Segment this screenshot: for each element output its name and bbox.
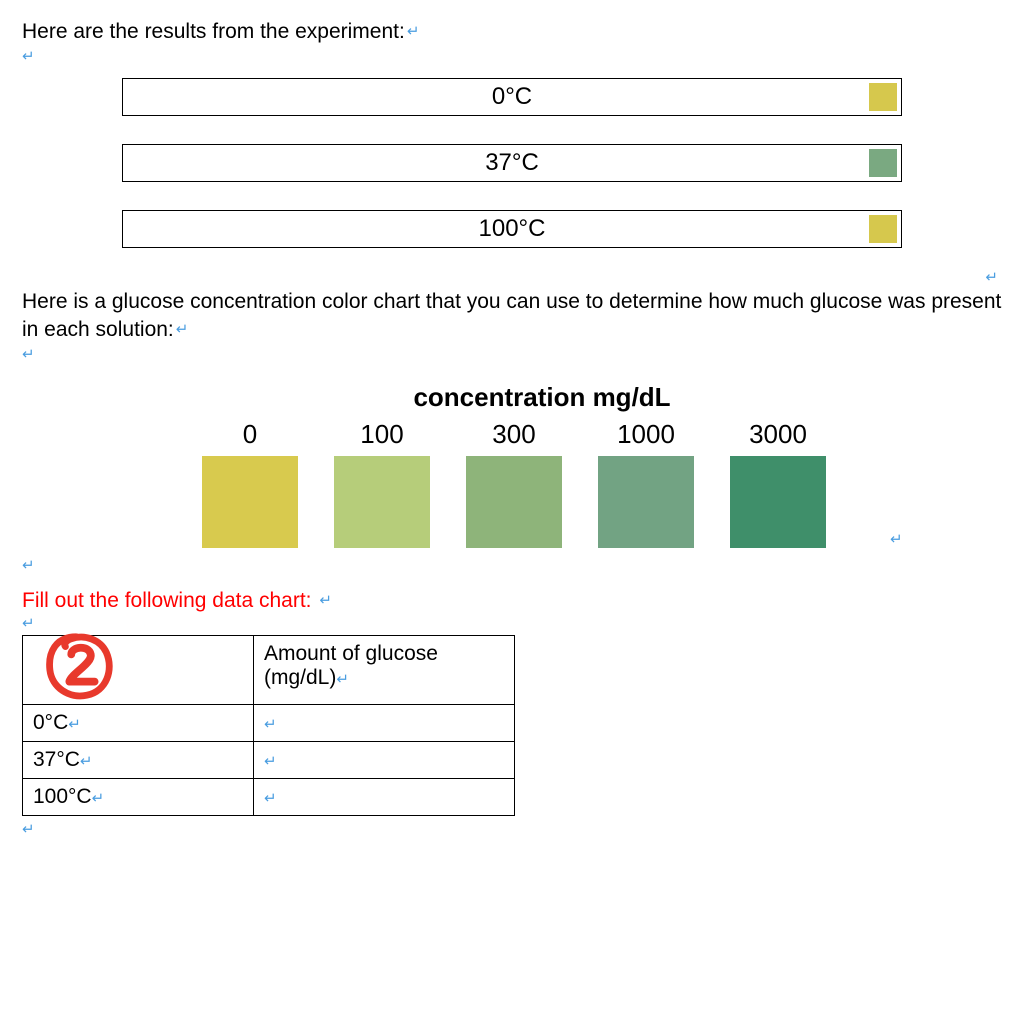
intro-text: Here are the results from the experiment…	[22, 18, 1002, 45]
table-cell-temp-text: 100°C	[33, 785, 92, 808]
table-header-empty: ↵	[23, 636, 254, 705]
result-strip: 37°C	[122, 144, 902, 182]
concentration-chart: concentration mg/dL 0 100 300 1000 3000	[202, 382, 882, 548]
table-row: 0°C↵ ↵	[23, 705, 515, 742]
paragraph-mark-icon: ↵	[22, 49, 1002, 64]
paragraph-mark-icon: ↵	[92, 790, 105, 807]
table-cell-glucose[interactable]: ↵	[254, 779, 515, 816]
fill-chart-instruction-text: Fill out the following data chart:	[22, 589, 317, 612]
table-cell-temp-text: 37°C	[33, 748, 80, 771]
concentration-swatch	[730, 456, 826, 548]
concentration-swatch	[466, 456, 562, 548]
table-cell-temp: 100°C↵	[23, 779, 254, 816]
concentration-item: 300	[466, 419, 562, 548]
table-row: 37°C↵ ↵	[23, 742, 515, 779]
paragraph-mark-icon: ↵	[22, 616, 1002, 631]
chart-intro-text: Here is a glucose concentration color ch…	[22, 288, 1002, 343]
concentration-item: 3000	[730, 419, 826, 548]
result-strip: 0°C	[122, 78, 902, 116]
paragraph-mark-icon: ↵	[68, 716, 81, 733]
table-header-glucose-text: Amount of glucose (mg/dL)	[264, 642, 438, 689]
data-table: ↵ Amount of glucose (mg/dL)↵ 0°C↵ ↵ 37°C…	[22, 635, 515, 816]
table-cell-glucose[interactable]: ↵	[254, 705, 515, 742]
concentration-item: 1000	[598, 419, 694, 548]
paragraph-mark-icon: ↵	[319, 592, 332, 609]
paragraph-mark-icon: ↵	[22, 268, 998, 286]
result-strips: 0°C 37°C 100°C	[122, 78, 902, 248]
concentration-chart-title: concentration mg/dL	[202, 382, 882, 413]
paragraph-mark-icon: ↵	[80, 753, 93, 770]
concentration-item: 0	[202, 419, 298, 548]
paragraph-mark-icon: ↵	[890, 530, 903, 548]
concentration-value: 1000	[617, 419, 675, 450]
table-cell-glucose[interactable]: ↵	[254, 742, 515, 779]
fill-chart-instruction: Fill out the following data chart: ↵	[22, 587, 1002, 614]
data-table-container: ↵ Amount of glucose (mg/dL)↵ 0°C↵ ↵ 37°C…	[22, 635, 1002, 816]
concentration-value: 300	[492, 419, 535, 450]
paragraph-mark-icon: ↵	[22, 347, 1002, 362]
chart-intro-content: Here is a glucose concentration color ch…	[22, 290, 1001, 340]
concentration-chart-row: 0 100 300 1000 3000	[202, 419, 882, 548]
table-header-glucose: Amount of glucose (mg/dL)↵	[254, 636, 515, 705]
strip-label: 37°C	[485, 149, 539, 177]
concentration-value: 3000	[749, 419, 807, 450]
paragraph-mark-icon: ↵	[176, 321, 189, 338]
concentration-value: 0	[243, 419, 257, 450]
table-cell-temp: 37°C↵	[23, 742, 254, 779]
concentration-swatch	[202, 456, 298, 548]
strip-label: 100°C	[479, 215, 546, 243]
paragraph-mark-icon: ↵	[22, 822, 1002, 837]
concentration-swatch	[598, 456, 694, 548]
table-row: ↵ Amount of glucose (mg/dL)↵	[23, 636, 515, 705]
table-row: 100°C↵ ↵	[23, 779, 515, 816]
paragraph-mark-icon: ↵	[264, 790, 277, 807]
strip-swatch	[869, 149, 897, 177]
paragraph-mark-icon: ↵	[264, 716, 277, 733]
table-cell-temp: 0°C↵	[23, 705, 254, 742]
table-cell-temp-text: 0°C	[33, 711, 68, 734]
concentration-value: 100	[360, 419, 403, 450]
strip-label: 0°C	[492, 83, 532, 111]
concentration-item: 100	[334, 419, 430, 548]
paragraph-mark-icon: ↵	[264, 753, 277, 770]
intro-text-content: Here are the results from the experiment…	[22, 20, 405, 43]
strip-swatch	[869, 83, 897, 111]
paragraph-mark-icon: ↵	[22, 558, 1002, 573]
strip-swatch	[869, 215, 897, 243]
paragraph-mark-icon: ↵	[336, 671, 349, 688]
result-strip: 100°C	[122, 210, 902, 248]
paragraph-mark-icon: ↵	[407, 23, 420, 40]
concentration-swatch	[334, 456, 430, 548]
